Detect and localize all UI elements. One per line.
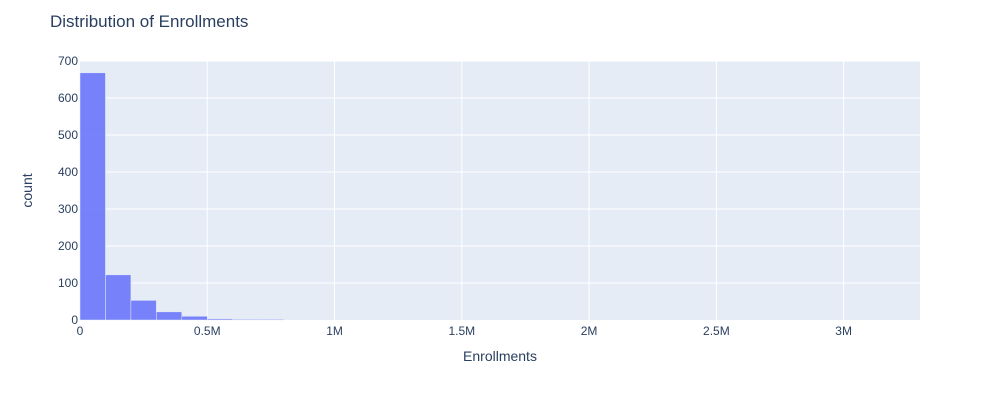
y-tick-label: 0 — [71, 313, 78, 327]
histogram-bar — [232, 319, 259, 321]
chart-title: Distribution of Enrollments — [50, 12, 249, 31]
x-axis-title: Enrollments — [463, 348, 537, 364]
x-axis-ticks: 0 0.5M 1M 1.5M 2M 2.5M 3M — [77, 324, 852, 338]
bars — [79, 72, 284, 321]
y-axis-ticks: 0 100 200 300 400 500 600 700 — [58, 54, 78, 327]
x-tick-label: 2M — [581, 324, 598, 338]
y-axis-title: count — [19, 173, 35, 207]
histogram-bar — [130, 300, 157, 321]
histogram-bar — [156, 311, 183, 321]
histogram-bar — [79, 72, 106, 321]
gridlines — [80, 60, 920, 320]
x-tick-label: 3M — [835, 324, 852, 338]
y-tick-label: 600 — [58, 91, 78, 105]
y-tick-label: 700 — [58, 54, 78, 68]
y-tick-label: 500 — [58, 128, 78, 142]
histogram-bar — [207, 318, 233, 321]
x-tick-label: 2.5M — [703, 324, 730, 338]
histogram-bar — [181, 316, 208, 321]
y-tick-label: 100 — [58, 276, 78, 290]
histogram-bar — [257, 319, 284, 321]
plot-area — [80, 61, 920, 320]
x-tick-label: 1M — [326, 324, 343, 338]
x-tick-label: 0.5M — [194, 324, 221, 338]
y-tick-label: 400 — [58, 165, 78, 179]
x-tick-label: 1.5M — [448, 324, 475, 338]
y-tick-label: 200 — [58, 239, 78, 253]
histogram-bar — [105, 274, 132, 321]
y-tick-label: 300 — [58, 202, 78, 216]
x-tick-label: 0 — [77, 324, 84, 338]
